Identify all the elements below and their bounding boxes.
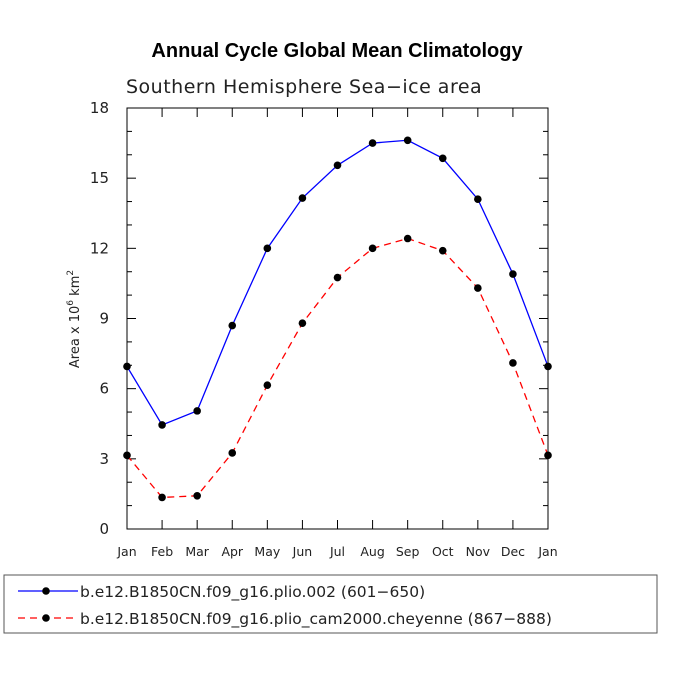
y-tick-label: 9 bbox=[99, 310, 109, 328]
legend-marker-2 bbox=[42, 614, 50, 622]
series-line-1 bbox=[126, 139, 549, 426]
data-point-s1 bbox=[368, 139, 377, 147]
y-axis-label-unit: km bbox=[68, 276, 83, 300]
plot-area: 0 3 6 9 12 15 18 Jan Feb Mar Apr May Jun Jul Aug Sep Oct… bbox=[90, 99, 558, 559]
data-point-s1 bbox=[298, 194, 307, 202]
y-tick-label: 12 bbox=[90, 239, 109, 257]
x-tick-label: Jan bbox=[116, 544, 136, 559]
legend-label-1: b.e12.B1850CN.f09_g16.plio.002 (601−650) bbox=[80, 583, 425, 602]
y-axis-label: Area x 106 km2 bbox=[66, 270, 83, 368]
legend: b.e12.B1850CN.f09_g16.plio.002 (601−650)… bbox=[3, 574, 658, 634]
data-point-s1 bbox=[474, 195, 482, 204]
data-point-s2 bbox=[298, 319, 307, 327]
data-point-s2 bbox=[544, 451, 552, 460]
x-tick-label: Aug bbox=[360, 544, 384, 559]
data-point-s1 bbox=[158, 421, 166, 429]
plot-frame bbox=[126, 107, 549, 530]
data-point-s2 bbox=[158, 493, 166, 502]
data-point-s1 bbox=[333, 161, 342, 170]
data-point-s1 bbox=[438, 154, 447, 163]
data-point-s1 bbox=[228, 321, 237, 330]
data-point-s1 bbox=[193, 407, 201, 415]
y-axis-label-unit-exp: 2 bbox=[66, 270, 76, 276]
x-tick-label: Oct bbox=[432, 544, 454, 559]
legend-marker-1 bbox=[42, 587, 50, 595]
data-point-s2 bbox=[263, 381, 272, 389]
y-tick-label: 6 bbox=[99, 380, 109, 398]
y-tick-label: 3 bbox=[99, 450, 109, 468]
legend-label-2: b.e12.B1850CN.f09_g16.plio_cam2000.cheye… bbox=[80, 610, 552, 629]
data-point-s2 bbox=[403, 234, 412, 243]
x-tick-label: Sep bbox=[396, 544, 420, 559]
chart-subtitle: Southern Hemisphere Sea−ice area bbox=[126, 76, 482, 98]
x-tick-label: Dec bbox=[501, 544, 525, 559]
data-point-s1 bbox=[544, 362, 552, 371]
x-tick-label: Jul bbox=[329, 544, 345, 559]
y-tick-label: 18 bbox=[90, 99, 109, 117]
x-tick-label: Jun bbox=[292, 544, 313, 559]
data-point-s1 bbox=[123, 362, 131, 371]
x-tick-label: Jan bbox=[537, 544, 557, 559]
y-tick-label: 15 bbox=[90, 169, 109, 187]
legend-box bbox=[3, 574, 658, 634]
x-tick-label: Apr bbox=[221, 544, 243, 559]
data-point-s2 bbox=[333, 273, 342, 282]
data-point-s1 bbox=[403, 136, 412, 145]
data-point-s2 bbox=[123, 451, 131, 460]
data-point-s2 bbox=[228, 449, 237, 457]
data-point-s1 bbox=[263, 244, 272, 253]
data-point-s2 bbox=[438, 246, 447, 255]
x-tick-label: Mar bbox=[185, 544, 209, 559]
data-point-s2 bbox=[509, 359, 517, 367]
x-tick-label: Nov bbox=[466, 544, 491, 559]
y-tick-label: 0 bbox=[99, 520, 109, 538]
data-point-s2 bbox=[368, 244, 377, 253]
data-point-s1 bbox=[509, 270, 517, 278]
y-axis-label-prefix: Area x 10 bbox=[68, 306, 83, 368]
x-tick-label: May bbox=[254, 544, 280, 559]
data-point-s2 bbox=[474, 284, 482, 292]
x-tick-label: Feb bbox=[151, 544, 173, 559]
chart-title: Annual Cycle Global Mean Climatology bbox=[151, 40, 523, 62]
y-axis-label-exp: 6 bbox=[66, 300, 76, 306]
data-point-s2 bbox=[193, 491, 201, 500]
